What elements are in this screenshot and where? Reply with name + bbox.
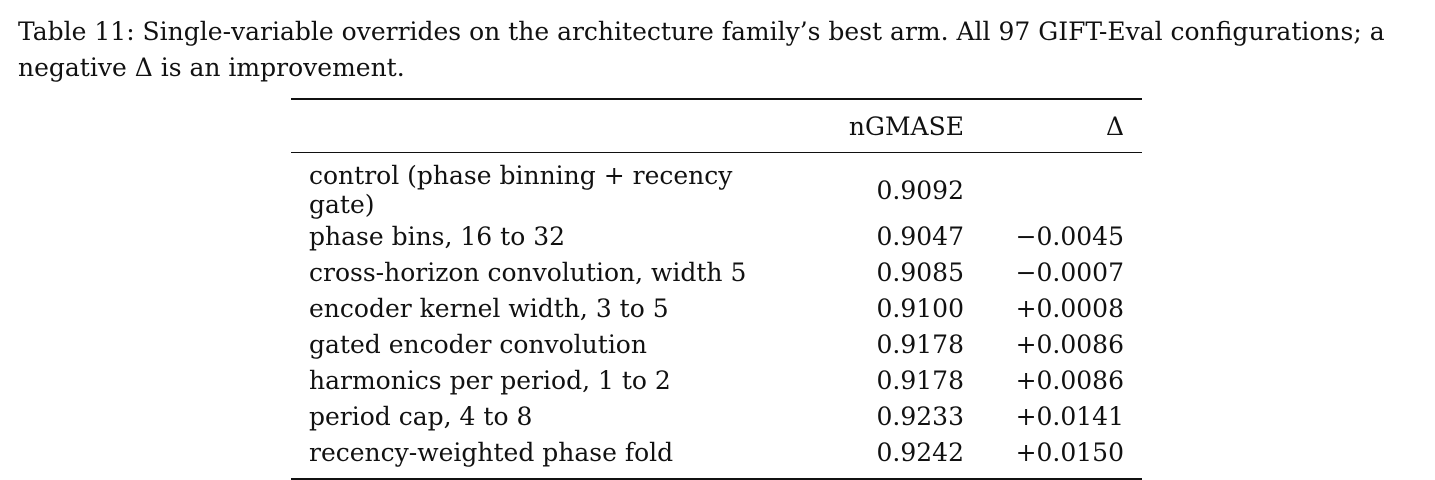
- row-label: phase bins, 16 to 32: [309, 222, 566, 252]
- row-label: period cap, 4 to 8: [309, 401, 533, 431]
- row-delta: +0.0086: [1015, 366, 1124, 395]
- header-delta: Δ: [1105, 111, 1124, 141]
- results-table-grid: nGMASE Δ: [291, 100, 1142, 152]
- table-row: harmonics per period, 1 to 2 0.9178 +0.0…: [291, 363, 1142, 399]
- table-row: gated encoder convolution 0.9178 +0.0086: [291, 327, 1142, 363]
- table-row: cross-horizon convolution, width 5 0.908…: [291, 255, 1142, 291]
- row-label: control (phase binning + recency gate): [309, 161, 733, 219]
- row-delta: +0.0008: [1015, 294, 1124, 324]
- row-ngmase: 0.9100: [876, 294, 964, 324]
- table-top-rule: [291, 98, 1142, 100]
- row-ngmase: 0.9047: [876, 222, 964, 252]
- row-ngmase: 0.9085: [876, 258, 964, 288]
- row-delta: −0.0045: [1015, 222, 1124, 252]
- row-delta: [964, 153, 1142, 219]
- table-row: phase bins, 16 to 32 0.9047 −0.0045: [291, 219, 1142, 255]
- header-label-cell: [291, 100, 804, 152]
- row-delta: +0.0086: [1015, 330, 1124, 360]
- row-ngmase: 0.9178: [876, 366, 964, 395]
- table-row: encoder kernel width, 3 to 5 0.9100 +0.0…: [291, 291, 1142, 327]
- row-label: encoder kernel width, 3 to 5: [309, 294, 669, 324]
- row-ngmase: 0.9178: [876, 330, 964, 360]
- row-ngmase: 0.9242: [876, 437, 964, 467]
- results-table: nGMASE Δ control (phase binning + recenc…: [291, 98, 1142, 480]
- table-header: nGMASE Δ: [291, 100, 1142, 152]
- row-ngmase: 0.9092: [876, 175, 964, 205]
- row-label: recency-weighted phase fold: [309, 437, 674, 467]
- row-label: gated encoder convolution: [309, 330, 647, 360]
- header-ngmase: nGMASE: [848, 111, 964, 141]
- row-label: cross-horizon convolution, width 5: [309, 258, 747, 288]
- row-delta: +0.0150: [1015, 437, 1124, 467]
- table-row: recency-weighted phase fold 0.9242 +0.01…: [291, 434, 1142, 478]
- results-table-body: control (phase binning + recency gate) 0…: [291, 153, 1142, 478]
- header-row: nGMASE Δ: [291, 100, 1142, 152]
- table-caption: Table 11: Single-variable overrides on t…: [18, 17, 1385, 82]
- row-delta: +0.0141: [1015, 401, 1124, 431]
- row-ngmase: 0.9233: [876, 401, 964, 431]
- table-row: period cap, 4 to 8 0.9233 +0.0141: [291, 398, 1142, 434]
- table-row: control (phase binning + recency gate) 0…: [291, 153, 1142, 219]
- row-label: harmonics per period, 1 to 2: [309, 366, 671, 395]
- row-delta: −0.0007: [1015, 258, 1124, 288]
- table-mid-rule: [291, 152, 1142, 153]
